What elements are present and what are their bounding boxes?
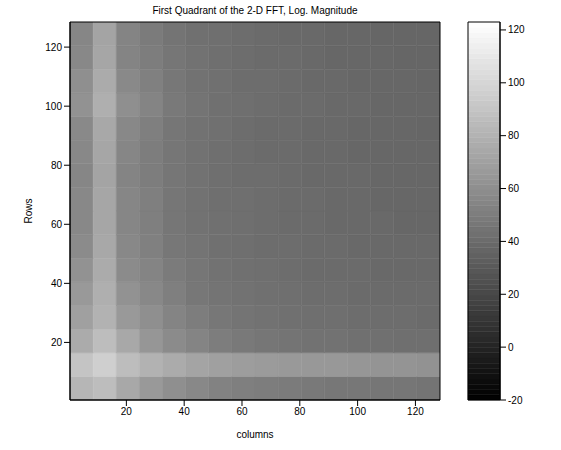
svg-text:columns: columns: [236, 429, 273, 440]
svg-text:80: 80: [508, 130, 520, 141]
svg-text:40: 40: [51, 278, 63, 289]
svg-text:0: 0: [508, 342, 514, 353]
svg-text:60: 60: [236, 406, 248, 417]
html-text:First Quadrant of the 2-D FFT,: First Quadrant of the 2-D FFT, Log. Magn…: [152, 5, 358, 16]
svg-text:40: 40: [179, 406, 191, 417]
svg-text:100: 100: [349, 406, 366, 417]
svg-text:60: 60: [508, 183, 520, 194]
svg-text:100: 100: [508, 77, 525, 88]
svg-text:120: 120: [508, 24, 525, 35]
svg-text:Rows: Rows: [23, 198, 34, 223]
svg-text:20: 20: [51, 337, 63, 348]
svg-text:80: 80: [51, 160, 63, 171]
svg-text:120: 120: [45, 42, 62, 53]
svg-text:40: 40: [508, 236, 520, 247]
svg-text:120: 120: [407, 406, 424, 417]
svg-text:80: 80: [294, 406, 306, 417]
svg-text:60: 60: [51, 219, 63, 230]
svg-text:-20: -20: [508, 395, 523, 406]
svg-text:20: 20: [508, 289, 520, 300]
svg-text:20: 20: [121, 406, 133, 417]
svg-text:100: 100: [45, 101, 62, 112]
